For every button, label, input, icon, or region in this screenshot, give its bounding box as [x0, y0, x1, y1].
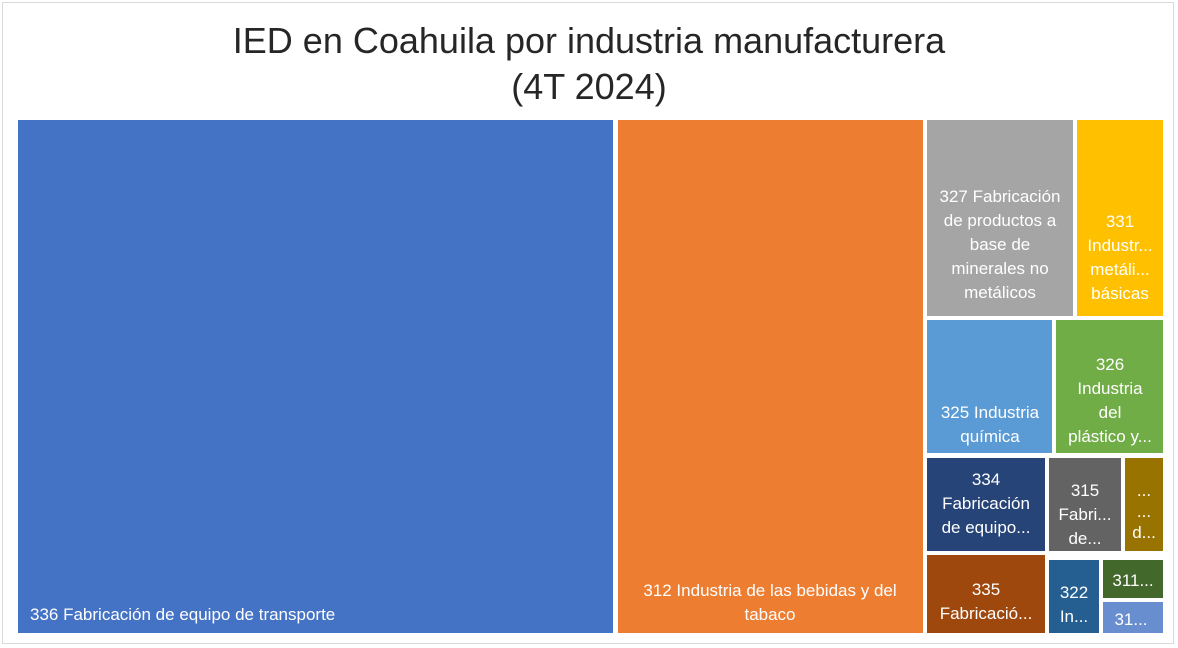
treemap-label-312: 312 Industria de las bebidas y del tabaco — [643, 581, 896, 624]
treemap-label-line: 335 — [972, 580, 1000, 599]
treemap-label-line: de productos a — [944, 211, 1057, 230]
treemap-label-line: metáli... — [1090, 260, 1150, 279]
treemap-label-x1: ...... d... — [1132, 481, 1156, 542]
treemap-label-line: de... — [1068, 529, 1101, 548]
chart-title-line-2: (4T 2024) — [511, 66, 667, 107]
treemap-label-line: Fabri... — [1059, 505, 1112, 524]
treemap-label-line: minerales no — [951, 259, 1048, 278]
treemap-label-line: In... — [1060, 607, 1088, 626]
treemap-label-line: base de — [970, 235, 1031, 254]
treemap-label-line: Fabricació... — [940, 604, 1033, 623]
treemap-label-line: 334 — [972, 470, 1000, 489]
treemap-tile-335 — [927, 555, 1045, 633]
treemap-label-line: Industria — [1077, 379, 1143, 398]
treemap-label-line: ... — [1137, 481, 1151, 500]
chart-title-line-1: IED en Coahuila por industria manufactur… — [232, 20, 946, 61]
treemap-label-line: 326 — [1096, 355, 1124, 374]
treemap-label-line: Industr... — [1087, 236, 1152, 255]
treemap-label-line: 325 Industria — [941, 403, 1040, 422]
treemap-label-line: ... — [1137, 502, 1151, 521]
treemap-label-line: química — [960, 427, 1020, 446]
treemap-label-line: 311... — [1112, 571, 1153, 590]
treemap-label-line: básicas — [1091, 284, 1149, 303]
treemap-label-335: 335 Fabricació... — [940, 580, 1033, 623]
treemap-tile-326 — [1056, 320, 1163, 453]
treemap-label-line: metálicos — [964, 283, 1036, 302]
treemap-tile-x2 — [1103, 602, 1163, 633]
treemap-tile-336 — [18, 120, 613, 633]
treemap-label-331: 331 Industr... metáli... básicas — [1087, 212, 1152, 303]
treemap-tile-325 — [927, 320, 1052, 453]
treemap-label-336: 336 Fabricación de equipo de transporte — [30, 605, 335, 624]
treemap-label-311: 311... — [1112, 571, 1153, 590]
treemap-label-315: 315 Fabri... de... — [1059, 481, 1112, 548]
treemap-tile-327 — [927, 120, 1073, 316]
treemap-label-line: de equipo... — [942, 518, 1031, 537]
treemap-tile-x1 — [1125, 458, 1163, 551]
treemap-label-line: 322 — [1060, 583, 1088, 602]
treemap-tile-331 — [1077, 120, 1163, 316]
treemap-label-327: 327 Fabricación de productos a base de mine… — [940, 187, 1061, 302]
treemap-label-322: 322 In... — [1060, 583, 1088, 626]
treemap-label-x2: 31... — [1114, 610, 1147, 629]
treemap-tile-312 — [618, 120, 923, 633]
treemap-label-line: 315 — [1071, 481, 1099, 500]
treemap-tile-334 — [927, 458, 1045, 551]
treemap-label-line: 331 — [1106, 212, 1134, 231]
treemap-label-line: 336 Fabricación de equipo de transporte — [30, 605, 335, 624]
treemap-label-line: d... — [1132, 523, 1156, 542]
treemap-tile-311 — [1103, 560, 1163, 598]
treemap-tile-322 — [1049, 560, 1099, 633]
treemap-label-326: 326 Industria del plástico y... — [1068, 355, 1152, 446]
chart-title: IED en Coahuila por industria manufactur… — [0, 18, 1178, 110]
treemap-label-line: plástico y... — [1068, 427, 1152, 446]
treemap-label-line: 31... — [1114, 610, 1147, 629]
treemap-label-line: tabaco — [744, 605, 795, 624]
treemap-label-334: 334 Fabricación de equipo... — [942, 470, 1031, 537]
treemap-label-line: Fabricación — [942, 494, 1030, 513]
treemap-label-line: del — [1099, 403, 1122, 422]
treemap-tile-315 — [1049, 458, 1121, 551]
treemap-label-line: 327 Fabricación — [940, 187, 1061, 206]
treemap-label-line: 312 Industria de las bebidas y del — [643, 581, 896, 600]
treemap-label-325: 325 Industria química — [941, 403, 1040, 446]
